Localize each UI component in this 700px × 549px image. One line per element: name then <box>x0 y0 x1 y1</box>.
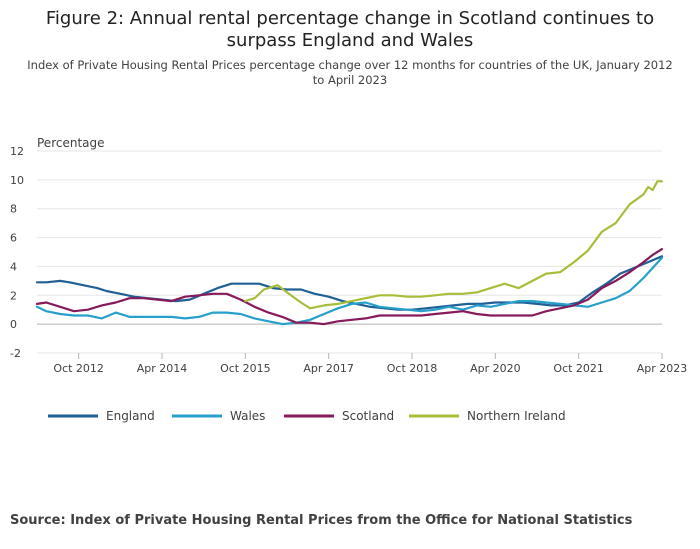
chart-title: Figure 2: Annual rental percentage chang… <box>45 8 655 51</box>
x-tick-label: Oct 2018 <box>387 362 438 375</box>
x-tick-label: Oct 2021 <box>553 362 604 375</box>
x-tick-label: Apr 2020 <box>470 362 521 375</box>
y-tick-label: 4 <box>10 260 17 273</box>
x-tick-label: Oct 2012 <box>53 362 104 375</box>
y-tick-label: 0 <box>10 318 17 331</box>
y-tick-label: -2 <box>10 347 21 360</box>
source-note: Source: Index of Private Housing Rental … <box>10 513 633 528</box>
series-line-wales <box>35 256 664 326</box>
x-tick-label: Apr 2017 <box>303 362 354 375</box>
y-tick-label: 8 <box>10 203 17 216</box>
legend-label-scotland: Scotland <box>342 409 394 423</box>
y-tick-label: 2 <box>10 289 17 302</box>
series-line-northern-ireland <box>244 180 664 310</box>
legend-label-wales: Wales <box>230 409 265 423</box>
y-tick-label: 12 <box>10 145 24 158</box>
x-tick-label: Oct 2015 <box>220 362 271 375</box>
chart-subtitle: Index of Private Housing Rental Prices p… <box>27 58 673 87</box>
y-axis-label: Percentage <box>37 136 105 150</box>
series-line-scotland <box>35 248 664 326</box>
x-tick-label: Apr 2014 <box>137 362 188 375</box>
x-tick-label: Apr 2023 <box>637 362 688 375</box>
legend-label-england: England <box>106 409 155 423</box>
y-tick-label: 6 <box>10 232 17 245</box>
series-line-england <box>35 255 664 311</box>
y-tick-label: 10 <box>10 174 24 187</box>
legend-label-northern-ireland: Northern Ireland <box>467 409 566 423</box>
